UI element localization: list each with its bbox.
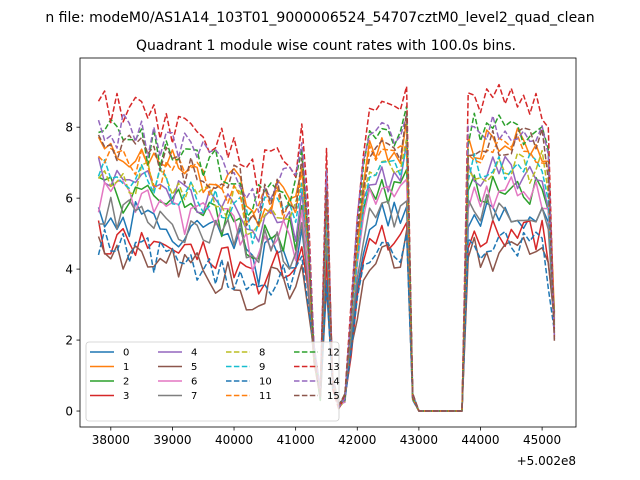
legend-label-11: 11 [259, 391, 272, 402]
y-tick-label: 8 [65, 121, 73, 135]
series-line-7 [98, 193, 556, 412]
series-line-3 [97, 219, 556, 412]
legend-label-2: 2 [123, 377, 129, 388]
legend-label-3: 3 [123, 391, 129, 402]
x-offset-label: +5.002e8 [517, 454, 576, 468]
axes: 38000 39000 40000 41000 42000 43000 44000 45000… [65, 57, 577, 468]
x-tick-label: 41000 [277, 433, 315, 447]
y-tick-label: 6 [65, 192, 73, 206]
legend-label-14: 14 [327, 377, 340, 388]
series-line-9 [97, 145, 556, 412]
chart-title: Quadrant 1 module wise count rates with … [136, 38, 516, 54]
x-tick-label: 38000 [92, 433, 130, 447]
y-tick-label: 2 [65, 334, 73, 348]
x-tick-label: 42000 [338, 433, 376, 447]
legend-label-6: 6 [191, 377, 197, 388]
legend-label-5: 5 [191, 362, 197, 373]
plot-area [97, 83, 556, 412]
x-tick-label: 43000 [400, 433, 438, 447]
legend-label-4: 4 [191, 348, 197, 359]
legend-label-9: 9 [259, 362, 265, 373]
series-line-10 [97, 228, 556, 412]
x-tick-label: 40000 [215, 433, 253, 447]
y-tick-label: 4 [65, 263, 73, 277]
x-tick-label: 44000 [461, 433, 499, 447]
legend-label-0: 0 [123, 348, 129, 359]
legend-label-15: 15 [327, 391, 340, 402]
legend-label-12: 12 [327, 348, 340, 359]
series-line-8 [97, 137, 556, 412]
series-line-14 [97, 112, 556, 412]
legend-label-10: 10 [259, 377, 272, 388]
legend-label-13: 13 [327, 362, 340, 373]
x-tick-label: 39000 [153, 433, 191, 447]
series-line-15 [97, 111, 556, 412]
legend-label-8: 8 [259, 348, 265, 359]
legend-label-7: 7 [191, 391, 197, 402]
legend-box [85, 341, 340, 422]
legend-label-1: 1 [123, 362, 129, 373]
y-tick-label: 0 [65, 405, 73, 419]
figure-suptitle: n file: modeM0/AS1A14_103T01_9000006524_… [45, 10, 594, 26]
x-tick-label: 45000 [523, 433, 561, 447]
axes-frame [79, 57, 577, 428]
series-line-13 [97, 83, 556, 412]
